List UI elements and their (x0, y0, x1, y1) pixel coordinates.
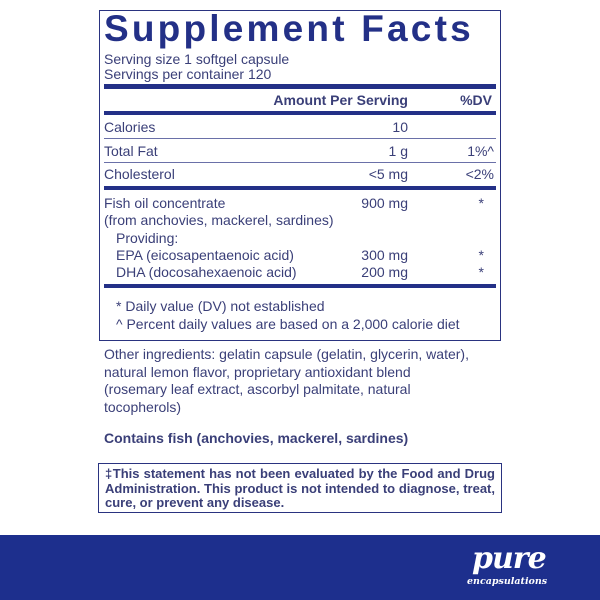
row-name: Calories (104, 119, 156, 135)
divider-thick (104, 84, 496, 89)
row-amount: 10 (392, 119, 408, 135)
header-dv: %DV (460, 92, 492, 108)
divider-thick (104, 111, 496, 115)
row-name: (from anchovies, mackerel, sardines) (104, 212, 334, 228)
row-dv: * (478, 264, 484, 280)
row-name: EPA (eicosapentaenoic acid) (116, 247, 294, 263)
brand-tagline: encapsulations (467, 576, 548, 587)
header-amount: Amount Per Serving (273, 92, 408, 108)
row-dv: <2% (465, 166, 494, 182)
row-name: Fish oil concentrate (104, 195, 226, 211)
serving-size: Serving size 1 softgel capsule (104, 51, 290, 67)
row-name: Total Fat (104, 143, 158, 159)
row-dv: * (478, 247, 484, 263)
other-ingredients: Other ingredients: gelatin capsule (gela… (104, 346, 469, 415)
row-amount: 200 mg (361, 264, 408, 280)
brand-footer (0, 535, 600, 600)
brand-logo: pure (472, 541, 547, 576)
footnote: * Daily value (DV) not established (116, 298, 325, 314)
row-amount: 300 mg (361, 247, 408, 263)
divider (104, 162, 496, 163)
panel-title: Supplement Facts (104, 8, 474, 49)
servings-per-container: Servings per container 120 (104, 66, 272, 82)
row-name: Providing: (116, 230, 179, 246)
supplement-facts-panel (99, 10, 501, 341)
row-amount: 1 g (388, 143, 408, 159)
row-amount: 900 mg (361, 195, 408, 211)
divider (104, 138, 496, 139)
fda-disclaimer: ‡This statement has not been evaluated b… (98, 463, 502, 513)
row-dv: 1%^ (467, 143, 494, 159)
row-name: Cholesterol (104, 166, 175, 182)
divider-thick (104, 186, 496, 190)
allergen-statement: Contains fish (anchovies, mackerel, sard… (104, 430, 409, 446)
row-amount: <5 mg (368, 166, 408, 182)
divider-thick (104, 284, 496, 288)
row-dv: * (478, 195, 484, 211)
row-name: DHA (docosahexaenoic acid) (116, 264, 297, 280)
footnote: ^ Percent daily values are based on a 2,… (116, 316, 460, 332)
